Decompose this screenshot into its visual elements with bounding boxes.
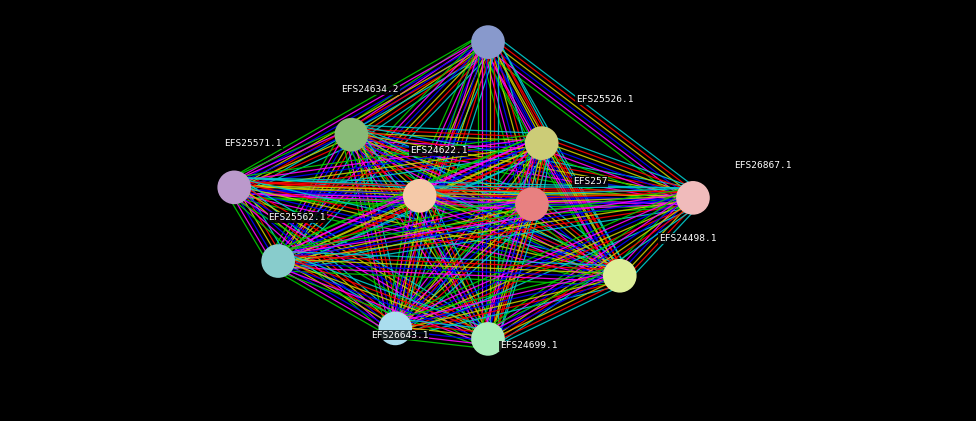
Text: EFS24699.1: EFS24699.1 <box>500 341 557 350</box>
Text: EFS24634.2: EFS24634.2 <box>342 85 399 94</box>
Circle shape <box>404 180 435 212</box>
Text: EFS24622.1: EFS24622.1 <box>410 147 468 155</box>
Text: EFS25571.1: EFS25571.1 <box>224 139 282 148</box>
Text: EFS26643.1: EFS26643.1 <box>371 331 428 340</box>
Text: EFS257: EFS257 <box>573 177 607 186</box>
Text: EFS26739.1: EFS26739.1 <box>522 0 580 2</box>
Circle shape <box>677 182 709 214</box>
Text: EFS24498.1: EFS24498.1 <box>659 234 716 243</box>
Circle shape <box>604 260 635 292</box>
Circle shape <box>219 171 250 203</box>
Circle shape <box>472 323 504 355</box>
Text: EFS25526.1: EFS25526.1 <box>576 95 633 104</box>
Text: EFS25562.1: EFS25562.1 <box>268 213 326 222</box>
Circle shape <box>472 26 504 58</box>
Circle shape <box>336 119 367 151</box>
Circle shape <box>516 188 548 220</box>
Circle shape <box>380 312 411 344</box>
Circle shape <box>526 127 557 159</box>
Circle shape <box>263 245 294 277</box>
Text: EFS26867.1: EFS26867.1 <box>734 161 792 170</box>
